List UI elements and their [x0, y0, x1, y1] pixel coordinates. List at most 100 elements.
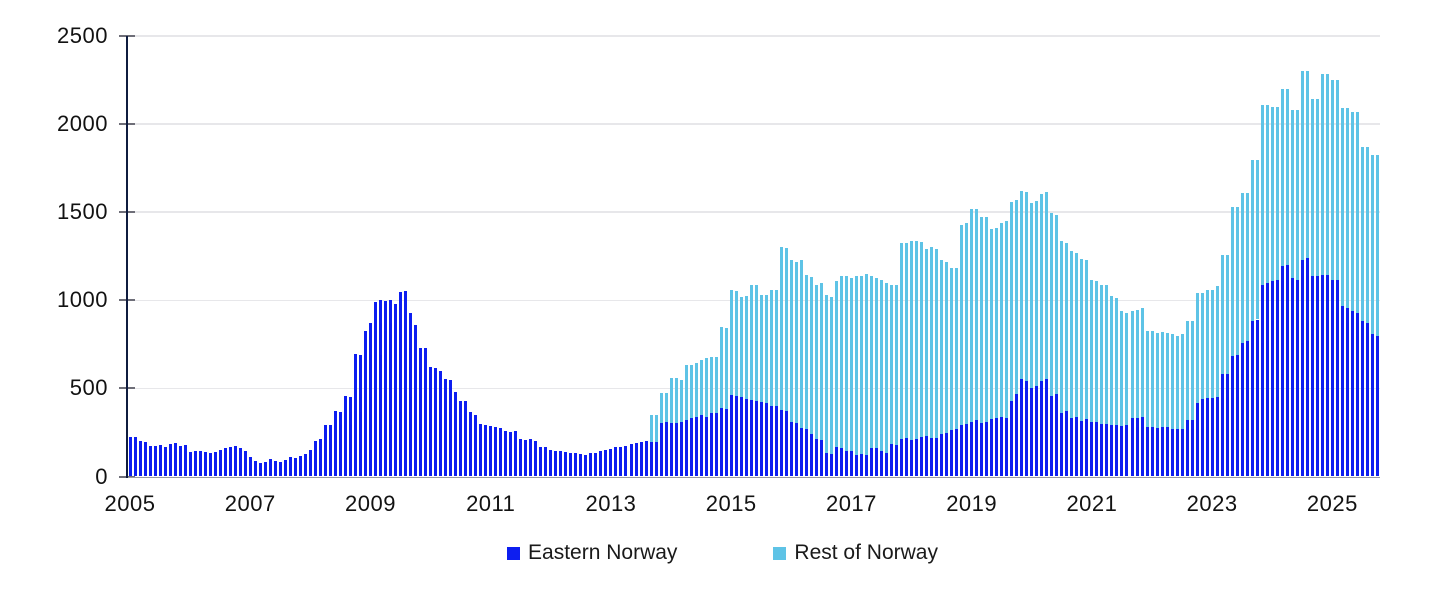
- bar-segment-rest: [1320, 74, 1324, 275]
- bar-segment-eastern: [714, 412, 718, 477]
- bar-segment-eastern: [1345, 307, 1349, 477]
- bar-segment-eastern: [829, 453, 833, 477]
- bar-segment-eastern: [1275, 279, 1279, 477]
- bar-segment-eastern: [1220, 374, 1224, 477]
- bar-segment-eastern: [859, 454, 863, 477]
- gridline: [127, 299, 1380, 302]
- bar-segment-eastern: [834, 446, 838, 477]
- bar-segment-eastern: [288, 457, 292, 477]
- bar-segment-eastern: [864, 454, 868, 477]
- bar-segment-eastern: [724, 409, 728, 477]
- bar-segment-rest: [950, 268, 954, 431]
- bar-segment-eastern: [1030, 387, 1034, 477]
- bar-segment-rest: [759, 295, 763, 402]
- bar-segment-rest: [1020, 191, 1024, 380]
- bar-segment-eastern: [920, 436, 924, 477]
- bar-segment-eastern: [358, 354, 362, 477]
- legend-label-rest: Rest of Norway: [794, 541, 938, 564]
- bar-segment-eastern: [203, 452, 207, 477]
- bar-segment-eastern: [1185, 420, 1189, 477]
- bar-segment-eastern: [549, 449, 553, 477]
- bar-segment-eastern: [734, 395, 738, 477]
- bar-segment-rest: [930, 247, 934, 439]
- bar-segment-eastern: [233, 445, 237, 477]
- bar-segment-rest: [960, 224, 964, 426]
- bar-segment-eastern: [649, 441, 653, 477]
- bar-segment-rest: [784, 248, 788, 412]
- y-axis-label: 2000: [57, 111, 108, 137]
- bar-segment-eastern: [1310, 276, 1314, 477]
- bar-segment-eastern: [1045, 379, 1049, 477]
- legend-label-eastern: Eastern Norway: [528, 541, 678, 564]
- bar-segment-eastern: [980, 422, 984, 477]
- bar-segment-rest: [1210, 289, 1214, 398]
- bar-segment-eastern: [1225, 374, 1229, 477]
- x-axis-label: 2025: [1306, 491, 1358, 516]
- bar-segment-rest: [1310, 98, 1314, 277]
- bar-segment-rest: [1065, 243, 1069, 411]
- bar-segment-rest: [1240, 193, 1244, 343]
- bar-segment-eastern: [1085, 419, 1089, 477]
- bar-segment-eastern: [1260, 284, 1264, 477]
- bar-segment-eastern: [308, 450, 312, 477]
- bar-segment-rest: [799, 259, 803, 429]
- bar-segment-eastern: [363, 331, 367, 477]
- bar-segment-eastern: [278, 461, 282, 477]
- bar-segment-rest: [1165, 332, 1169, 428]
- bar-segment-rest: [814, 284, 818, 440]
- bar-segment-eastern: [394, 304, 398, 477]
- bar-segment-eastern: [469, 412, 473, 477]
- bar-segment-eastern: [1140, 417, 1144, 477]
- bar-segment-rest: [1190, 321, 1194, 420]
- bar-segment-eastern: [1165, 427, 1169, 477]
- bar-segment-rest: [1145, 331, 1149, 428]
- bar-segment-eastern: [985, 421, 989, 477]
- legend: Eastern Norway Rest of Norway: [0, 541, 1445, 565]
- bar-segment-eastern: [839, 447, 843, 477]
- bar-segment-rest: [1195, 292, 1199, 403]
- bar-segment-eastern: [1290, 278, 1294, 477]
- bar-segment-rest: [1130, 311, 1134, 419]
- bar-segment-rest: [1125, 312, 1129, 426]
- bar-segment-rest: [719, 326, 723, 409]
- bar-segment-eastern: [409, 312, 413, 477]
- bar-segment-eastern: [1015, 394, 1019, 477]
- bar-segment-eastern: [173, 443, 177, 477]
- bar-segment-eastern: [489, 425, 493, 477]
- bar-segment-rest: [834, 281, 838, 447]
- bar-segment-eastern: [594, 452, 598, 477]
- bar-segment-eastern: [208, 453, 212, 477]
- bar-segment-rest: [1275, 106, 1279, 280]
- bar-segment-eastern: [1155, 427, 1159, 477]
- bar-segment-rest: [1230, 206, 1234, 357]
- bar-segment-eastern: [794, 422, 798, 477]
- bar-segment-eastern: [509, 431, 513, 477]
- bar-segment-rest: [849, 278, 853, 452]
- bar-segment-eastern: [874, 448, 878, 477]
- bar-segment-rest: [885, 283, 888, 453]
- bar-segment-eastern: [704, 417, 708, 477]
- bar-segment-eastern: [168, 444, 172, 477]
- bar-segment-eastern: [198, 451, 202, 477]
- bar-segment-eastern: [218, 449, 222, 477]
- bar-segment-eastern: [809, 433, 813, 477]
- x-axis-label: 2013: [585, 491, 637, 516]
- bar-segment-rest: [1055, 214, 1059, 395]
- bar-segment-eastern: [1000, 416, 1004, 477]
- bar-segment-eastern: [554, 450, 558, 477]
- bar-segment-eastern: [1335, 279, 1339, 477]
- bar-segment-eastern: [779, 409, 783, 477]
- bar-segment-eastern: [970, 421, 974, 477]
- bar-segment-rest: [674, 378, 678, 423]
- bar-segment-rest: [1015, 199, 1019, 395]
- bar-segment-eastern: [1170, 428, 1174, 477]
- bar-segment-eastern: [1005, 417, 1009, 477]
- bar-segment-eastern: [1035, 386, 1039, 477]
- bar-segment-eastern: [474, 414, 478, 477]
- bar-segment-eastern: [684, 419, 688, 477]
- bar-segment-eastern: [895, 444, 899, 477]
- bar-segment-rest: [749, 285, 753, 401]
- bar-segment-eastern: [499, 427, 503, 477]
- bar-segment-rest: [1030, 202, 1034, 388]
